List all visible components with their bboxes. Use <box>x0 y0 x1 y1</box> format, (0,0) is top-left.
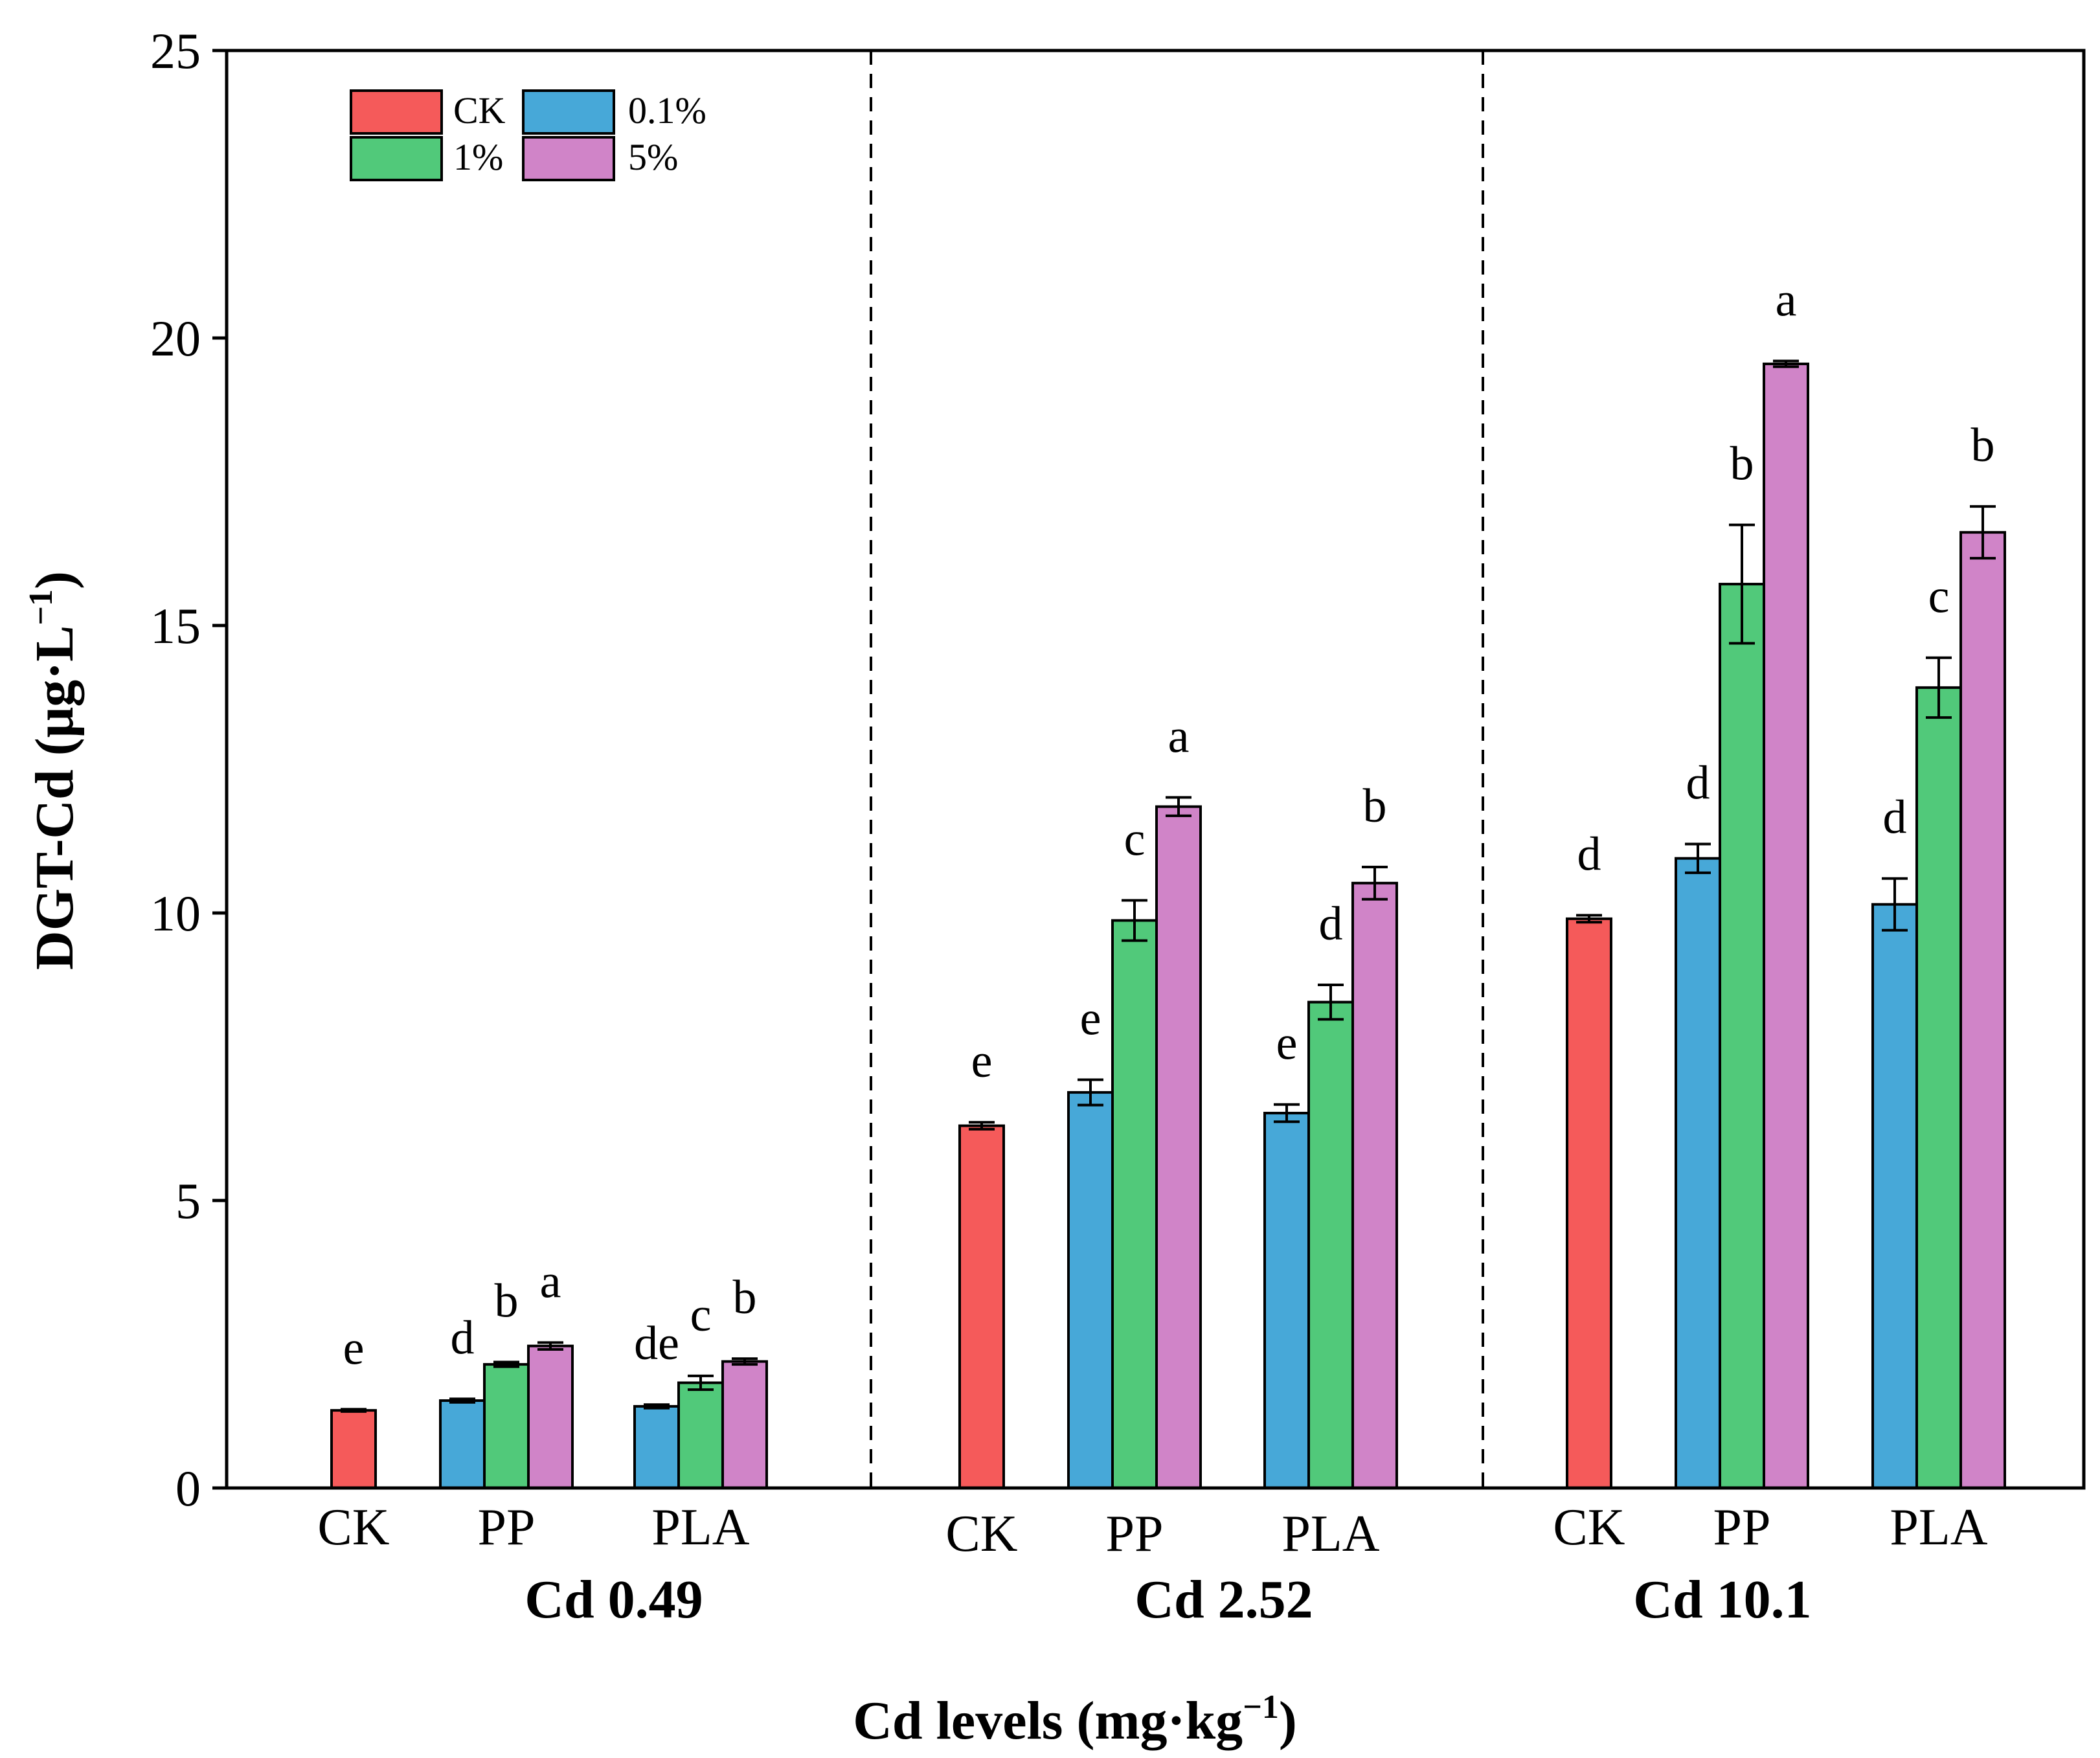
bar-Cd10_1-PLA-1pct <box>1915 686 1962 1489</box>
significance-label: c <box>1124 813 1146 866</box>
significance-label: a <box>1168 710 1190 763</box>
legend-swatch <box>522 89 615 135</box>
significance-label: b <box>495 1275 519 1328</box>
bar-Cd10_1-PLA-0_1pct <box>1871 903 1918 1490</box>
plot-frame <box>225 49 2086 1490</box>
significance-label: d <box>1319 897 1343 951</box>
x-category-label: PP <box>1106 1505 1164 1562</box>
bar-Cd2_52-PLA-5pct <box>1351 881 1398 1489</box>
y-tick-label: 25 <box>150 23 201 79</box>
x-category-label: CK <box>317 1499 389 1556</box>
bar-Cd10_1-PLA-5pct <box>1959 531 2006 1489</box>
x-category-label: CK <box>1553 1499 1625 1556</box>
y-tick-label: 15 <box>150 598 201 654</box>
significance-label: a <box>540 1255 561 1308</box>
x-category-label: PLA <box>651 1499 749 1556</box>
legend-label: CK <box>453 89 506 131</box>
bar-Cd10_1-CK-CK <box>1566 917 1612 1489</box>
bar-Cd0_49-PLA-0_1pct <box>633 1404 680 1490</box>
bar-Cd2_52-CK-CK <box>958 1124 1005 1490</box>
legend-label: 5% <box>628 136 678 178</box>
bar-Cd2_52-PP-5pct <box>1155 805 1202 1489</box>
group-label: Cd 0.49 <box>525 1570 703 1630</box>
x-category-label: PP <box>478 1499 536 1556</box>
bar-Cd0_49-PLA-1pct <box>677 1381 724 1490</box>
bar-Cd2_52-PLA-1pct <box>1307 1000 1354 1489</box>
significance-label: b <box>1363 780 1387 833</box>
significance-label: d <box>1883 791 1907 844</box>
x-axis-title: Cd levels (mg·kg−1) <box>853 1689 1297 1751</box>
bar-Cd2_52-PP-1pct <box>1111 919 1158 1489</box>
significance-label: e <box>1276 1017 1298 1070</box>
significance-label: b <box>1730 438 1754 491</box>
legend: CK 0.1% 1% 5% <box>350 89 706 181</box>
x-category-label: CK <box>945 1505 1017 1562</box>
x-category-label: PLA <box>1890 1499 1987 1556</box>
bar-Cd2_52-PLA-0_1pct <box>1263 1112 1310 1490</box>
legend-swatch <box>522 136 615 181</box>
bar-Cd0_49-CK-CK <box>330 1409 377 1490</box>
x-category-label: PLA <box>1281 1505 1379 1562</box>
bar-Cd10_1-PP-1pct <box>1719 583 1765 1490</box>
y-tick-label: 10 <box>150 885 201 941</box>
significance-label: b <box>1971 419 1995 472</box>
significance-label: b <box>733 1271 757 1324</box>
significance-label: e <box>971 1035 993 1088</box>
y-axis-title: DGT-Cd (μg·L−1) <box>23 571 85 970</box>
y-axis: 0 5 10 15 20 25 <box>150 23 227 1516</box>
significance-label: d <box>1686 756 1710 809</box>
legend-label: 1% <box>453 136 503 178</box>
bar-Cd10_1-PP-0_1pct <box>1675 857 1721 1489</box>
bar-Cd2_52-PP-0_1pct <box>1067 1091 1114 1489</box>
bar-Cd0_49-PP-1pct <box>483 1363 530 1490</box>
x-category-label: PP <box>1713 1499 1771 1556</box>
y-tick-label: 5 <box>175 1173 201 1229</box>
legend-swatch <box>350 89 443 135</box>
y-tick-label: 20 <box>150 310 201 366</box>
y-tick-label: 0 <box>175 1460 201 1516</box>
significance-label: d <box>451 1311 475 1364</box>
significance-label: c <box>1928 570 1950 624</box>
error-bars-layer <box>341 359 1996 1413</box>
bar-Cd0_49-PP-5pct <box>527 1344 574 1490</box>
bar-Cd10_1-PP-5pct <box>1763 362 1809 1490</box>
legend-swatch <box>350 136 443 181</box>
legend-label: 0.1% <box>628 89 706 131</box>
significance-label: e <box>343 1322 365 1375</box>
significance-label: de <box>634 1317 679 1370</box>
group-label: Cd 2.52 <box>1135 1570 1313 1630</box>
significance-label: a <box>1776 274 1797 327</box>
x-category-labels: CK PP PLA CK PP PLA CK PP PLA <box>317 1499 1987 1562</box>
bar-Cd0_49-PLA-5pct <box>721 1360 768 1489</box>
bars-layer <box>330 362 2006 1490</box>
bar-Cd0_49-PP-0_1pct <box>439 1399 486 1489</box>
significance-label: c <box>690 1289 712 1342</box>
significance-label: e <box>1080 993 1101 1046</box>
significance-label: d <box>1577 828 1601 881</box>
group-label: Cd 10.1 <box>1633 1570 1811 1630</box>
